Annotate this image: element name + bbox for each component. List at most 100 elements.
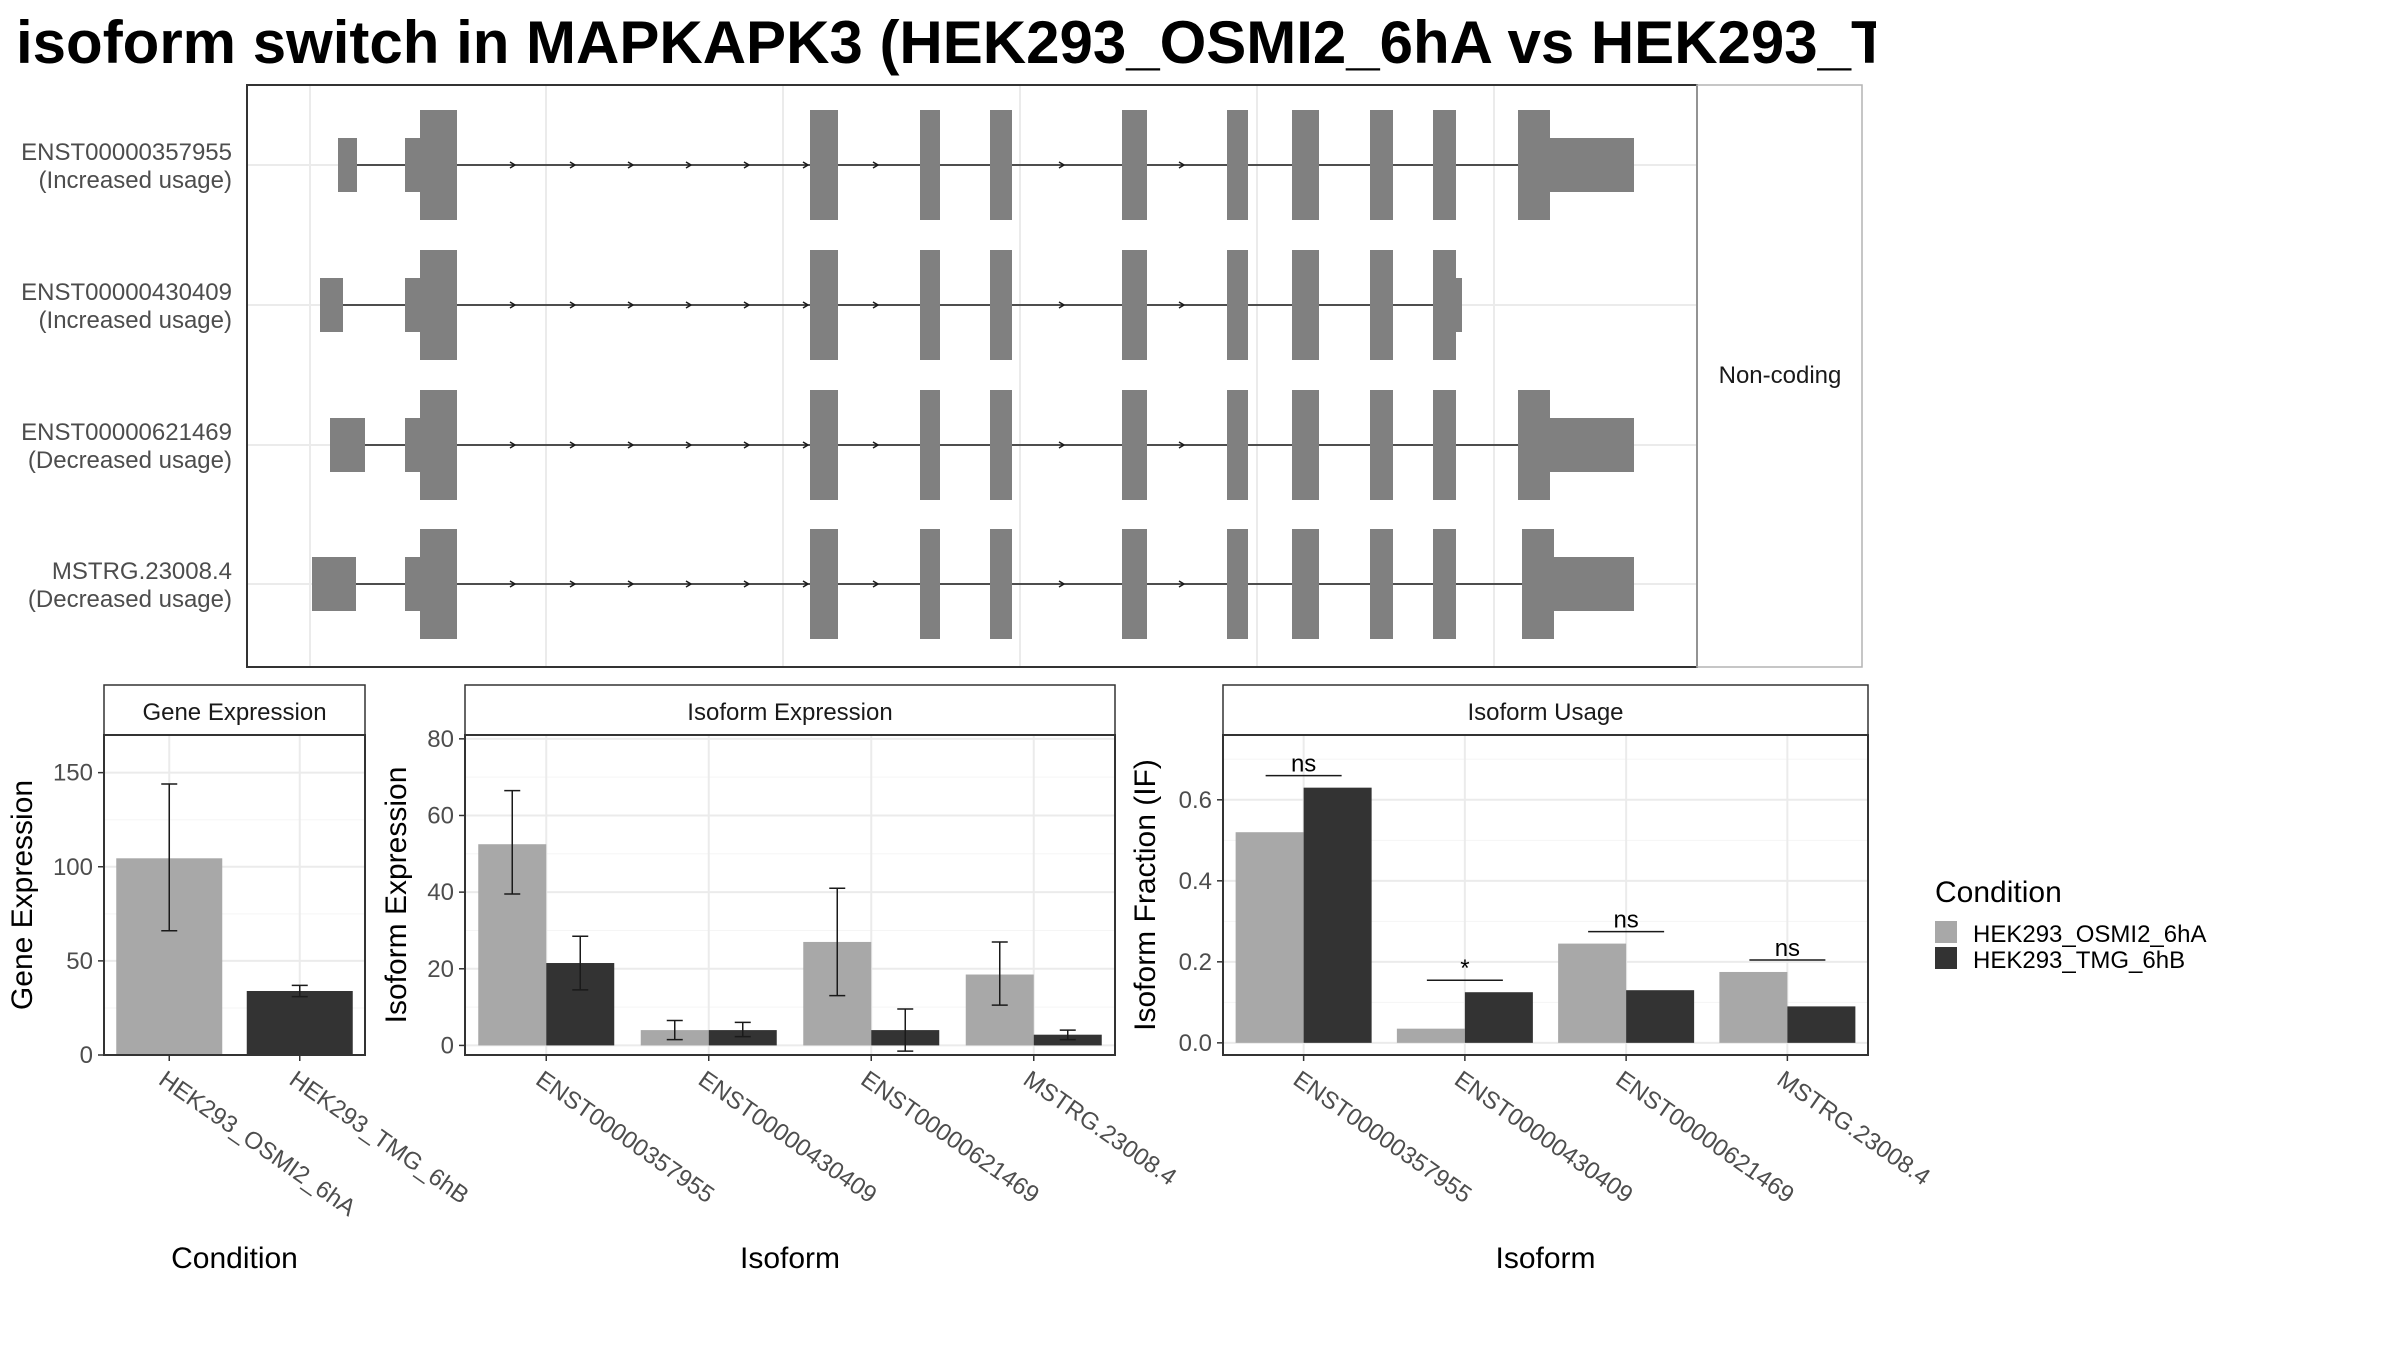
y-tick-label: 60 [427, 802, 454, 829]
exon-cds [1227, 529, 1248, 639]
structure-tracks [312, 110, 1634, 639]
transcript-id-label: ENST00000621469 [21, 419, 232, 446]
exon-utr [312, 557, 356, 611]
exon-cds [1518, 390, 1550, 500]
exon-cds [1370, 250, 1393, 360]
structure-strip-label: Non-coding [1719, 362, 1842, 389]
exon-cds [1122, 250, 1147, 360]
exon-cds [1370, 110, 1393, 220]
exon-cds [990, 390, 1012, 500]
bar [247, 991, 353, 1055]
significance-label: ns [1291, 751, 1316, 778]
significance-label: * [1460, 955, 1469, 982]
exon-cds [1433, 390, 1456, 500]
transcript-track-2 [330, 390, 1634, 500]
y-tick-label: 0.6 [1179, 787, 1212, 814]
gene-expression-y-label: Gene Expression [6, 780, 39, 1010]
exon-cds [1292, 110, 1319, 220]
legend-label-b: HEK293_TMG_6hB [1973, 947, 2185, 974]
x-tick-label: ENST00000357955 [531, 1066, 719, 1209]
exon-cds [420, 110, 457, 220]
exon-cds [920, 250, 940, 360]
exon-cds [810, 250, 838, 360]
bar [1787, 1006, 1855, 1042]
exon-cds [1433, 529, 1456, 639]
transcript-usage-label: (Increased usage) [39, 307, 232, 334]
x-tick-label: MSTRG.23008.4 [1772, 1066, 1935, 1191]
structure-track-labels: ENST00000357955 (Increased usage) ENST0000… [21, 139, 232, 613]
isoform-usage-x-label: Isoform [1495, 1242, 1595, 1275]
legend-key-b [1935, 947, 1957, 969]
isoform-expression-y-label: Isoform Expression [380, 767, 413, 1024]
legend-label-a: HEK293_OSMI2_6hA [1973, 921, 2206, 948]
isoform-usage-plot: 0.0 0.2 0.4 0.6 ns ENST00000357955 * ENST000004… [1179, 735, 1935, 1209]
transcript-id-label: MSTRG.23008.4 [52, 558, 232, 585]
y-tick-label: 0.4 [1179, 868, 1212, 895]
figure: Non-coding ENST00000357955 (Increased usa… [0, 0, 2400, 1350]
exon-cds [990, 529, 1012, 639]
y-tick-label: 0.0 [1179, 1030, 1212, 1057]
exon-cds [810, 390, 838, 500]
transcript-id-label: ENST00000357955 [21, 139, 232, 166]
exon-cds [990, 110, 1012, 220]
isoform-usage-y-label: Isoform Fraction (IF) [1129, 759, 1162, 1031]
bar [1397, 1029, 1465, 1043]
exon-cds [1122, 529, 1147, 639]
bar [1558, 944, 1626, 1043]
y-tick-label: 100 [53, 854, 93, 881]
y-tick-label: 20 [427, 956, 454, 983]
x-tick-label: ENST00000621469 [856, 1066, 1044, 1209]
transcript-track-3 [312, 529, 1634, 639]
isoform-expression-plot: 0 20 40 60 80 ENST00000357955ENST00000430409E… [427, 726, 1181, 1209]
exon-cds [1292, 390, 1319, 500]
gene-expression-strip-title: Gene Expression [142, 699, 326, 726]
exon-cds [920, 110, 940, 220]
isoform-usage-panel: Isoform Usage 0.00.20.40.6nsENST00000357… [1129, 685, 1935, 1275]
transcript-usage-label: (Decreased usage) [28, 586, 232, 613]
y-tick-label: 150 [53, 760, 93, 787]
y-tick-label: 0 [80, 1042, 93, 1069]
bar [1236, 832, 1304, 1043]
isoform-usage-strip-title: Isoform Usage [1467, 699, 1623, 726]
structure-panel-border [247, 85, 1697, 667]
bar [1304, 788, 1372, 1043]
exon-cds [1292, 250, 1319, 360]
structure-panel: Non-coding ENST00000357955 (Increased usa… [21, 85, 1862, 667]
exon-cds [1292, 529, 1319, 639]
exon-utr [1452, 278, 1462, 332]
exon-cds [420, 250, 457, 360]
exon-cds [1433, 110, 1456, 220]
exon-cds [1227, 110, 1248, 220]
exon-cds [1227, 250, 1248, 360]
exon-utr [1548, 418, 1634, 472]
y-tick-label: 40 [427, 879, 454, 906]
transcript-track-1 [320, 250, 1462, 360]
x-tick-label: MSTRG.23008.4 [1018, 1066, 1181, 1191]
exon-cds [810, 110, 838, 220]
exon-cds [1122, 390, 1147, 500]
exon-cds [1227, 390, 1248, 500]
exon-cds [920, 529, 940, 639]
y-tick-label: 0.2 [1179, 949, 1212, 976]
exon-utr [338, 138, 357, 192]
exon-cds [1518, 110, 1550, 220]
x-tick-label: ENST00000430409 [1449, 1066, 1637, 1209]
y-tick-label: 0 [441, 1032, 454, 1059]
exon-utr [1548, 138, 1634, 192]
transcript-track-0 [338, 110, 1634, 220]
exon-cds [920, 390, 940, 500]
exon-cds [420, 390, 457, 500]
exon-cds [420, 529, 457, 639]
legend-title: Condition [1935, 876, 2062, 909]
y-tick-label: 50 [66, 948, 93, 975]
isoform-expression-x-label: Isoform [740, 1242, 840, 1275]
exon-cds [1122, 110, 1147, 220]
significance-label: ns [1613, 907, 1638, 934]
bar [1626, 990, 1694, 1043]
exon-cds [1370, 390, 1393, 500]
bar [1465, 992, 1533, 1043]
gene-expression-x-label: Condition [171, 1242, 298, 1275]
x-tick-label: ENST00000430409 [693, 1066, 881, 1209]
x-tick-label: ENST00000621469 [1611, 1066, 1799, 1209]
isoform-expression-panel: Isoform Expression 020406080ENST00000357… [380, 685, 1181, 1275]
